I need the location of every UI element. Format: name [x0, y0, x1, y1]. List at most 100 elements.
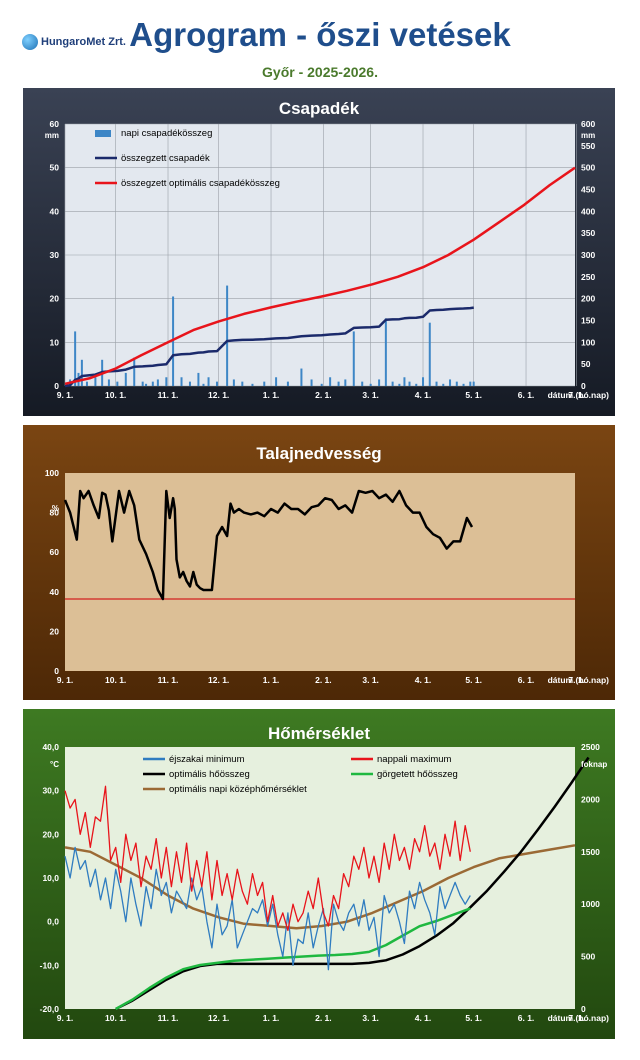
y-tick-label: 10 [50, 337, 60, 347]
precip-bar [172, 296, 175, 386]
precip-bar [232, 379, 235, 386]
y-axis-unit: % [52, 504, 59, 513]
precip-bar [310, 379, 313, 386]
x-axis-label: dátum (hó.nap) [548, 390, 610, 400]
series-line [64, 844, 576, 930]
y2-tick-label: 550 [581, 141, 595, 151]
precip-bar [403, 377, 406, 386]
y2-tick-label: 600 [581, 119, 595, 129]
precip-bar [344, 379, 347, 386]
legend-label: éjszakai minimum [169, 754, 245, 765]
chart-title: Talajnedvesség [256, 444, 381, 463]
precip-bar [263, 381, 266, 386]
y-tick-label: -20,0 [40, 1004, 60, 1014]
y-tick-label: 10,0 [42, 873, 59, 883]
x-tick-label: 6. 1. [518, 1013, 535, 1023]
x-tick-label: 9. 1. [57, 675, 74, 685]
precip-bar [85, 381, 88, 386]
x-tick-label: 4. 1. [415, 675, 432, 685]
y2-tick-label: 0 [581, 1004, 586, 1014]
x-tick-label: 9. 1. [57, 1013, 74, 1023]
x-tick-label: 2. 1. [315, 675, 332, 685]
y2-tick-label: 1000 [581, 899, 600, 909]
x-tick-label: 4. 1. [415, 390, 432, 400]
precip-bar [80, 359, 83, 386]
legend-label: nappali maximum [377, 754, 452, 765]
y2-tick-label: 100 [581, 337, 595, 347]
x-tick-label: 12. 1. [208, 390, 229, 400]
y2-tick-label: 150 [581, 316, 595, 326]
y-tick-label: 20 [50, 626, 60, 636]
precip-bar [165, 377, 168, 386]
soil-moisture-chart: Talajnedvesség 0 20 40 60 80 100% 9. 1. 10. 1. 1… [23, 425, 615, 700]
x-tick-label: 11. 1. [158, 390, 179, 400]
y2-tick-label: 250 [581, 272, 595, 282]
y2-axis-unit: foknap [581, 760, 607, 769]
legend-label: összegzett csapadék [121, 153, 210, 164]
series-line [63, 489, 474, 601]
y2-axis-unit: mm [581, 131, 595, 140]
precip-bar [398, 383, 401, 386]
x-tick-label: 3. 1. [362, 675, 379, 685]
precip-bar [320, 383, 323, 386]
x-tick-label: 1. 1. [263, 390, 280, 400]
y-tick-label: 40 [50, 206, 60, 216]
x-tick-label: 1. 1. [263, 675, 280, 685]
page-title: Agrogram - őszi vetések [129, 16, 511, 53]
plot-area [65, 747, 575, 1009]
header: HungaroMet Zrt. Agrogram - őszi vetések … [0, 0, 640, 88]
precip-bar [286, 381, 289, 386]
x-tick-label: 1. 1. [263, 1013, 280, 1023]
y2-tick-label: 300 [581, 250, 595, 260]
series-line [64, 785, 471, 932]
y-tick-label: 20,0 [42, 829, 59, 839]
legend-label: görgetett hőösszeg [377, 769, 458, 780]
legend-label: optimális hőösszeg [169, 769, 250, 780]
x-tick-label: 12. 1. [208, 1013, 229, 1023]
y2-tick-label: 2000 [581, 794, 600, 804]
precip-bar [251, 383, 254, 386]
precip-bar [116, 381, 119, 386]
chart-title: Csapadék [279, 99, 360, 118]
x-tick-label: 7. 1. [568, 1013, 585, 1023]
y-tick-label: 40,0 [42, 742, 59, 752]
x-tick-label: 3. 1. [362, 1013, 379, 1023]
precip-bar [188, 381, 191, 386]
y2-tick-label: 450 [581, 185, 595, 195]
plot-area [65, 473, 575, 671]
y-tick-label: 60 [50, 119, 60, 129]
temperature-chart: Hőmérséklet -20,0 -10,0 0,0 10,0 20,0 30,0 40,… [23, 709, 615, 1039]
page-subtitle: Győr - 2025-2026. [262, 64, 378, 80]
y2-tick-label: 500 [581, 952, 595, 962]
precip-bar [408, 381, 411, 386]
x-tick-label: 11. 1. [158, 675, 179, 685]
y-axis-unit: mm [45, 131, 59, 140]
precip-bar [141, 381, 144, 386]
precip-bar [180, 377, 183, 386]
precip-bar [469, 381, 472, 386]
precip-bar [241, 381, 244, 386]
series-line [64, 306, 474, 388]
x-axis-label: dátum (hó.nap) [548, 675, 610, 685]
precip-bar [352, 331, 355, 386]
x-axis-label: dátum (hó.nap) [548, 1013, 610, 1023]
precip-bar [107, 379, 110, 386]
x-tick-label: 6. 1. [518, 390, 535, 400]
x-tick-label: 10. 1. [105, 390, 126, 400]
x-tick-label: 5. 1. [465, 675, 482, 685]
precip-bar [422, 377, 425, 386]
y-tick-label: 40 [50, 587, 60, 597]
precip-bar [435, 381, 438, 386]
x-tick-label: 5. 1. [465, 390, 482, 400]
y-tick-label: 0,0 [47, 917, 59, 927]
x-tick-label: 3. 1. [362, 390, 379, 400]
precip-bar [94, 377, 97, 386]
precip-bar [455, 381, 458, 386]
precip-bar [74, 331, 77, 386]
series-line [64, 166, 576, 386]
y2-tick-label: 1500 [581, 847, 600, 857]
precip-bar [472, 381, 475, 386]
precip-bar [384, 318, 387, 386]
y2-tick-label: 500 [581, 163, 595, 173]
series-line [115, 907, 471, 1011]
